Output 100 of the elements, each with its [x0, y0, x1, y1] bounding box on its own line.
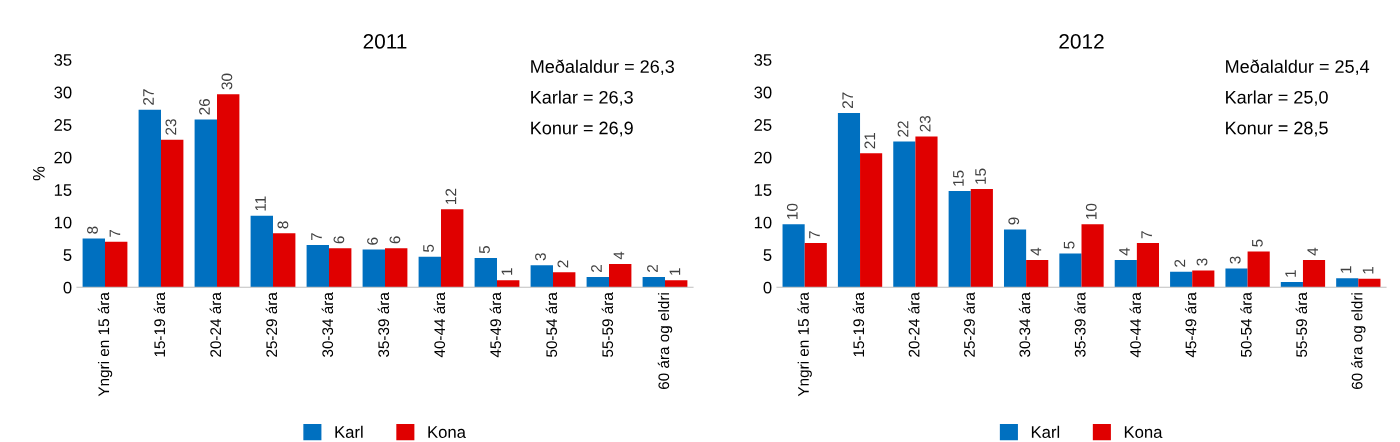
bar: [609, 263, 632, 288]
bar: [1136, 243, 1160, 288]
data-label: 10: [1085, 203, 1097, 219]
bar: [105, 241, 128, 288]
bar: [1192, 270, 1215, 288]
y-tick-label: 5: [63, 249, 72, 261]
data-label: 8: [87, 226, 98, 234]
y-tick-label: 25: [754, 119, 772, 131]
bar: [804, 243, 827, 288]
chart-title: 2012: [1059, 34, 1104, 49]
bar: [970, 189, 993, 288]
data-label: 1: [501, 268, 513, 275]
data-label: 23: [165, 119, 177, 135]
x-tick-label: 25-29 ára: [265, 292, 278, 357]
data-label: 5: [479, 246, 490, 254]
bar: [217, 94, 240, 288]
annotation: Karlar = 25,0: [1226, 90, 1328, 106]
bar: [329, 248, 352, 288]
y-tick-label: 10: [54, 216, 72, 229]
y-tick-label: 25: [54, 119, 72, 131]
bar: [441, 209, 464, 288]
data-label: 4: [1307, 247, 1318, 256]
bar: [1225, 268, 1248, 288]
legend-label: Kona: [1124, 426, 1163, 438]
bar: [1114, 259, 1137, 288]
x-tick-label: 25-29 ára: [963, 292, 975, 357]
data-label: 1: [1285, 270, 1296, 277]
x-tick-label: 60 ára og eldri: [657, 293, 673, 390]
y-tick-label: 30: [754, 86, 772, 99]
data-label: 23: [919, 115, 931, 132]
data-label: 7: [1141, 231, 1152, 239]
bar: [497, 280, 520, 288]
bar: [860, 153, 883, 288]
data-label: 2: [557, 260, 569, 268]
data-label: 12: [445, 188, 457, 204]
data-label: 6: [367, 237, 378, 245]
x-tick-label: 40-44 ára: [433, 292, 446, 358]
x-tick-label: 35-39 ára: [377, 292, 390, 357]
data-label: 15: [953, 170, 964, 186]
bar: [1003, 229, 1027, 288]
bar: [250, 215, 273, 288]
data-label: 5: [1252, 239, 1263, 247]
x-tick-label: 50-54 ára: [1240, 292, 1252, 357]
bar: [1059, 253, 1082, 288]
y-tick-label: 30: [54, 86, 72, 99]
data-label: 6: [389, 236, 401, 244]
data-label: 4: [613, 251, 625, 260]
bar: [893, 141, 916, 288]
bar: [530, 265, 553, 288]
data-label: 2: [1174, 259, 1186, 267]
x-tick-label: 40-44 ára: [1129, 292, 1141, 358]
x-tick-label: 55-59 ára: [601, 292, 614, 357]
data-label: 1: [1340, 266, 1352, 273]
bar: [1170, 271, 1193, 288]
x-tick-label: 50-54 ára: [545, 292, 558, 357]
data-label: 11: [255, 196, 266, 211]
x-tick-label: 45-49 ára: [489, 292, 502, 358]
y-tick-label: 35: [54, 54, 72, 66]
x-tick-label: 20-24 ára: [908, 292, 920, 357]
bar: [362, 249, 385, 288]
data-label: 2: [591, 265, 602, 272]
bar: [418, 256, 441, 288]
bar: [138, 109, 161, 288]
legend-label: Kona: [428, 426, 466, 438]
annotation: Konur = 26,9: [531, 121, 633, 137]
y-tick-label: 0: [763, 281, 772, 294]
data-label: 26: [199, 99, 210, 115]
bar: [1280, 282, 1303, 288]
annotation: Konur = 28,5: [1226, 121, 1328, 137]
bar: [1336, 278, 1359, 288]
bar: [782, 224, 805, 288]
data-label: 6: [333, 236, 345, 244]
x-tick-label: 15-19 ára: [153, 292, 166, 357]
bar: [474, 258, 497, 288]
y-tick-label: 0: [63, 281, 72, 294]
data-label: 4: [1030, 247, 1042, 256]
legend-label: Karl: [1031, 425, 1060, 438]
legend-label: Karl: [335, 425, 363, 438]
data-label: 27: [143, 89, 154, 105]
bar: [1247, 251, 1270, 288]
bar: [1026, 259, 1049, 288]
bar: [194, 119, 217, 288]
data-label: 27: [842, 92, 853, 109]
x-tick-label: 20-24 ára: [209, 292, 222, 357]
bar: [82, 238, 105, 288]
bar: [161, 139, 184, 288]
y-axis-title: %: [33, 166, 45, 181]
annotation: Meðalaldur = 25,4: [1226, 59, 1370, 76]
data-label: 7: [809, 231, 820, 239]
data-label: 2: [647, 265, 658, 272]
data-label: 9: [1008, 217, 1020, 225]
annotation: Karlar = 26,3: [531, 90, 633, 106]
bar: [586, 276, 609, 288]
bar: [837, 113, 861, 288]
x-tick-label: 45-49 ára: [1184, 292, 1197, 358]
data-label: 22: [897, 121, 909, 137]
data-label: 30: [221, 73, 233, 90]
data-label: 15: [975, 168, 986, 184]
bar: [306, 245, 329, 288]
bar: [385, 248, 408, 288]
